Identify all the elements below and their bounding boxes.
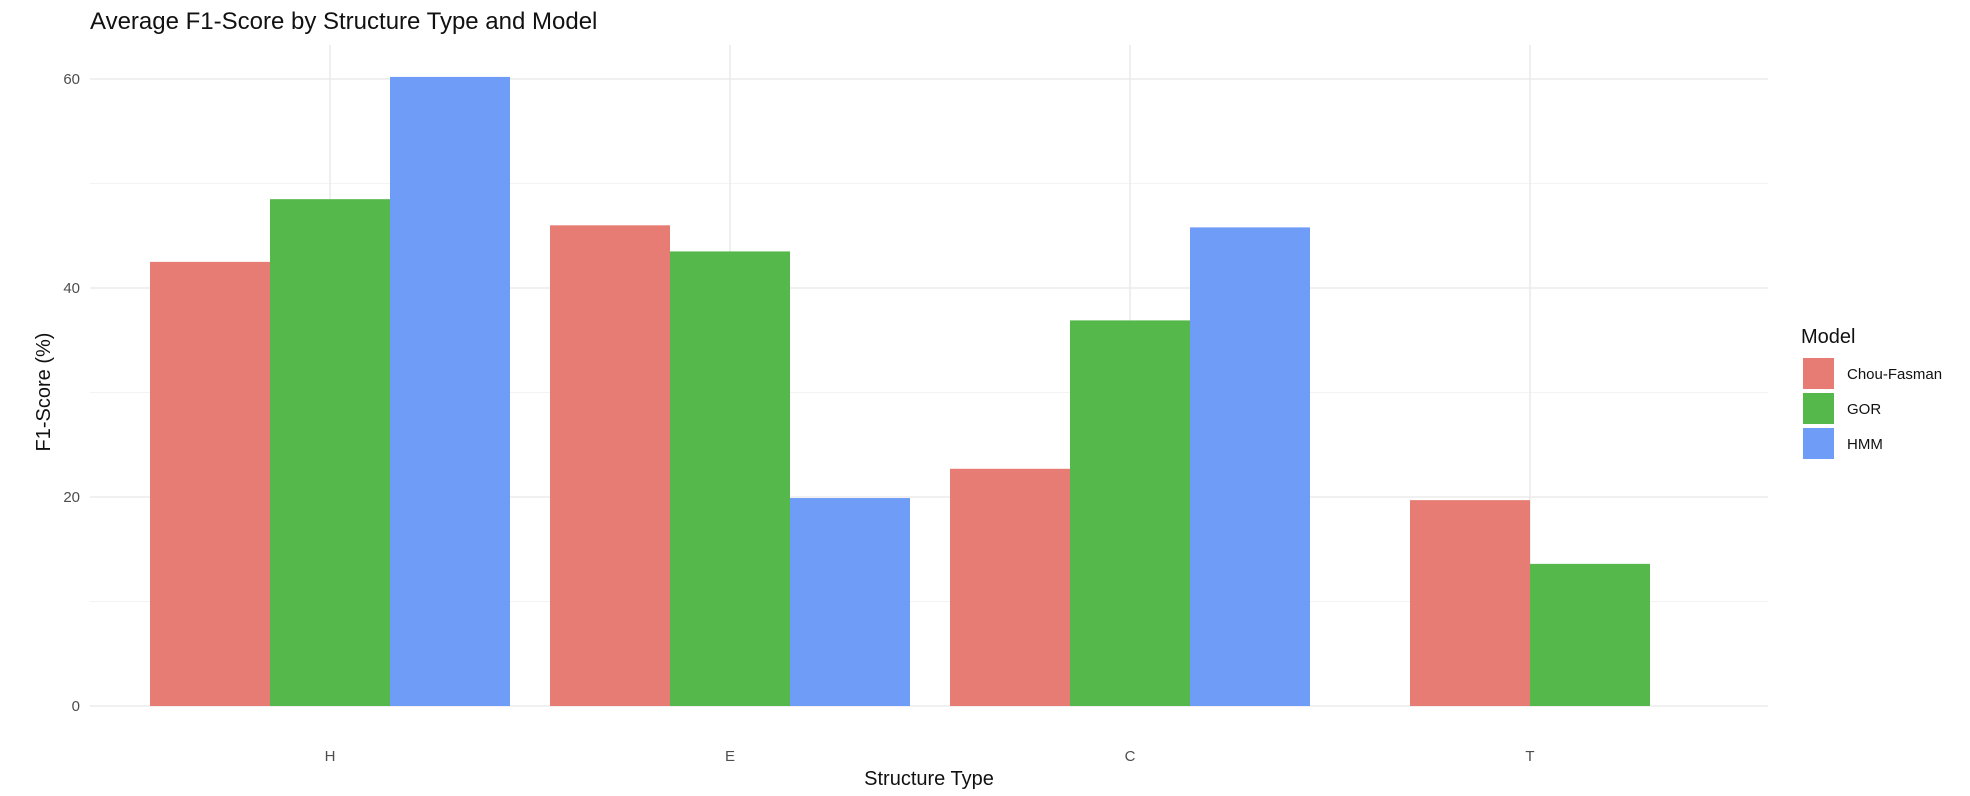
- y-axis-ticks: 0 20 40 60: [63, 71, 80, 715]
- bar-gor-e: [670, 251, 790, 707]
- bar-chou-fasman-e: [550, 225, 670, 707]
- bar-gor-c: [1070, 320, 1190, 706]
- bar-gor-h: [270, 199, 390, 707]
- bar-chou-fasman-t: [1410, 500, 1530, 706]
- legend-swatch: [1803, 393, 1834, 424]
- x-axis-title: Structure Type: [864, 768, 994, 790]
- legend: Model Chou-Fasman GOR HMM: [1801, 326, 1942, 459]
- bar-hmm-e: [790, 498, 910, 706]
- x-tick-label: C: [1125, 748, 1136, 765]
- x-tick-label: E: [725, 748, 735, 765]
- legend-title: Model: [1801, 326, 1855, 348]
- bar-gor-t: [1530, 563, 1650, 706]
- x-tick-label: H: [325, 748, 336, 765]
- y-tick-label: 40: [63, 280, 80, 297]
- legend-label: HMM: [1847, 436, 1883, 453]
- bar-chou-fasman-h: [150, 261, 270, 706]
- legend-swatch: [1803, 428, 1834, 459]
- bar-hmm-c: [1190, 227, 1310, 706]
- y-tick-label: 0: [72, 698, 80, 715]
- y-tick-label: 60: [63, 71, 80, 88]
- chart-title: Average F1-Score by Structure Type and M…: [90, 8, 597, 35]
- legend-label: GOR: [1847, 401, 1881, 418]
- legend-label: Chou-Fasman: [1847, 366, 1942, 383]
- y-axis-title: F1-Score (%): [33, 333, 55, 452]
- bar-hmm-h: [390, 76, 510, 706]
- y-tick-label: 20: [63, 489, 80, 506]
- x-tick-label: T: [1525, 748, 1534, 765]
- bar-chou-fasman-c: [950, 468, 1070, 706]
- bars: [150, 76, 1650, 707]
- legend-swatch: [1803, 358, 1834, 389]
